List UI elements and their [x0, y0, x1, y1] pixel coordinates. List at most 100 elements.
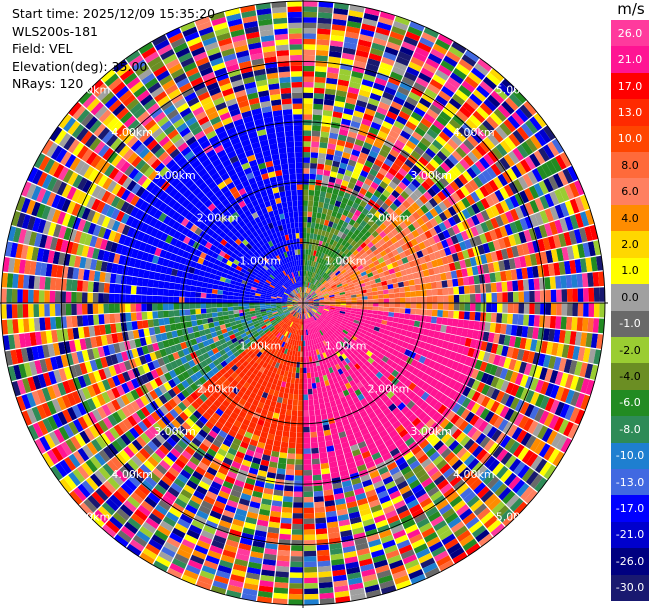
range-gate: [326, 237, 332, 244]
range-gate: [318, 152, 326, 160]
range-gate: [524, 187, 535, 202]
range-gate: [313, 92, 325, 100]
range-gate: [303, 119, 312, 126]
range-gate: [529, 153, 541, 168]
range-gate: [447, 216, 457, 227]
range-gate: [514, 192, 525, 206]
range-gate: [456, 222, 466, 233]
range-gate: [592, 271, 600, 287]
range-gate: [438, 374, 448, 384]
range-gate: [413, 188, 423, 198]
range-gate: [87, 314, 94, 326]
range-gate: [314, 82, 326, 89]
range-gate: [388, 288, 395, 294]
range-gate: [348, 283, 355, 288]
range-gate: [459, 336, 467, 346]
range-gate: [316, 311, 322, 316]
range-gate: [319, 300, 325, 303]
range-gate: [329, 297, 336, 301]
range-gate: [405, 140, 417, 150]
range-gate: [312, 393, 319, 400]
range-gate: [462, 319, 470, 329]
range-gate: [334, 309, 340, 313]
range-gate: [471, 214, 481, 226]
range-gate: [332, 160, 341, 168]
range-gate: [377, 331, 384, 338]
range-gate: [341, 52, 355, 61]
range-gate: [450, 134, 463, 147]
range-gate: [388, 268, 396, 275]
range-gate: [152, 318, 160, 327]
range-gate: [484, 362, 493, 374]
range-gate: [398, 181, 408, 191]
range-gate: [318, 441, 326, 448]
range-gate: [372, 295, 379, 300]
range-gate: [335, 304, 341, 307]
range-gate: [355, 273, 363, 279]
range-gate: [479, 233, 488, 244]
range-gate: [329, 132, 339, 140]
range-gate: [353, 258, 360, 265]
range-gate: [459, 259, 467, 269]
range-gate: [340, 303, 347, 306]
range-gate: [243, 303, 250, 307]
range-gate: [324, 93, 336, 101]
range-gate: [326, 77, 338, 85]
range-gate: [289, 431, 297, 438]
range-gate: [375, 234, 383, 242]
range-gate: [370, 214, 379, 223]
range-gate: [367, 272, 374, 278]
range-gate: [319, 218, 325, 225]
range-gate: [274, 576, 289, 584]
range-gate: [509, 371, 519, 384]
range-gate: [560, 437, 573, 453]
range-gate: [316, 533, 328, 540]
range-gate: [307, 297, 313, 301]
range-gate: [450, 413, 461, 425]
range-gate: [357, 231, 365, 239]
range-gate: [413, 81, 427, 93]
range-gate: [511, 245, 520, 258]
range-gate: [370, 353, 378, 361]
range-gate: [310, 249, 314, 256]
range-gate: [357, 264, 364, 271]
range-gate: [307, 305, 313, 309]
range-gate: [383, 293, 390, 299]
range-gate: [459, 158, 471, 170]
range-gate: [319, 284, 324, 290]
range-gate: [420, 214, 430, 224]
range-gate: [538, 128, 552, 144]
range-gate: [425, 220, 434, 230]
range-gate: [492, 462, 505, 476]
range-gate: [320, 131, 330, 138]
range-gate: [405, 330, 413, 338]
range-gate: [355, 327, 363, 333]
range-gate: [340, 331, 347, 337]
range-gate: [363, 215, 371, 224]
range-gate: [389, 71, 403, 81]
range-gate: [520, 388, 530, 401]
range-gate: [316, 425, 324, 432]
range-gate: [312, 294, 318, 299]
range-gate: [527, 420, 539, 435]
range-gate: [303, 496, 314, 503]
range-gate: [474, 160, 486, 173]
range-gate: [376, 318, 383, 324]
range-gate: [443, 263, 451, 273]
range-gate: [330, 34, 345, 42]
range-gate: [527, 351, 536, 364]
range-gate: [427, 236, 436, 246]
range-gate: [516, 325, 523, 337]
range-gate: [343, 248, 350, 255]
range-gate: [558, 330, 566, 344]
range-gate: [417, 184, 427, 195]
range-gate: [325, 276, 331, 282]
range-gate: [342, 174, 351, 182]
range-gate: [311, 284, 315, 290]
range-gate: [416, 250, 424, 259]
range-gate: [136, 312, 143, 321]
range-gate: [344, 290, 351, 294]
range-gate: [410, 266, 418, 274]
range-gate: [432, 99, 445, 111]
range-gate: [360, 28, 375, 38]
